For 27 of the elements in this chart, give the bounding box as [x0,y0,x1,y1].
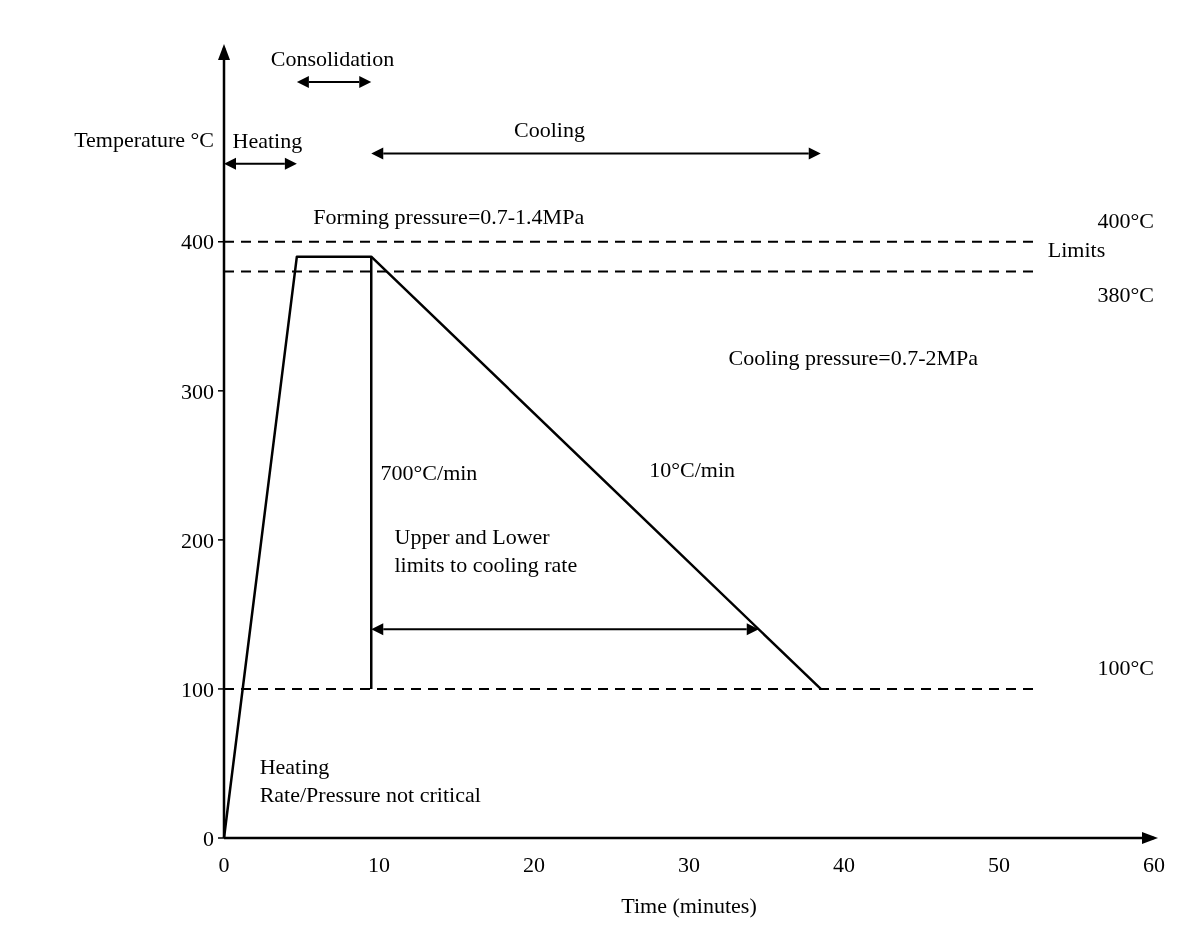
annotation: Cooling [514,117,585,143]
annotation: Upper and Lower limits to cooling rate [394,524,578,578]
annotation: Limits [1047,236,1106,262]
y-tick-label: 200 [181,527,214,553]
annotation: 700°C/min [380,460,478,486]
x-axis-title: Time (minutes) [621,893,757,918]
y-axis-title: Temperature °C [74,126,214,152]
x-tick-label: 20 [523,852,545,877]
ref-line-label: 400°C [1097,207,1154,233]
x-tick-label: 50 [988,852,1010,877]
x-tick-label: 10 [368,852,390,877]
y-tick-label: 0 [203,825,214,851]
annotation: Heating Rate/Pressure not critical [259,753,481,807]
x-tick-label: 60 [1143,852,1165,877]
annotation: Consolidation [270,45,395,71]
y-tick-label: 100 [181,676,214,702]
x-tick-label: 0 [218,852,230,877]
ref-line-label: 380°C [1097,281,1154,307]
annotation: Cooling pressure=0.7-2MPa [728,345,979,371]
x-tick-label: 40 [833,852,855,877]
annotation: Heating [232,127,303,153]
x-tick-label: 30 [678,852,700,877]
y-tick-label: 400 [181,229,214,255]
annotation: Forming pressure=0.7-1.4MPa [313,203,585,229]
y-tick-label: 300 [181,378,214,404]
ref-line-label: 100°C [1097,654,1154,680]
annotation: 10°C/min [649,457,736,483]
